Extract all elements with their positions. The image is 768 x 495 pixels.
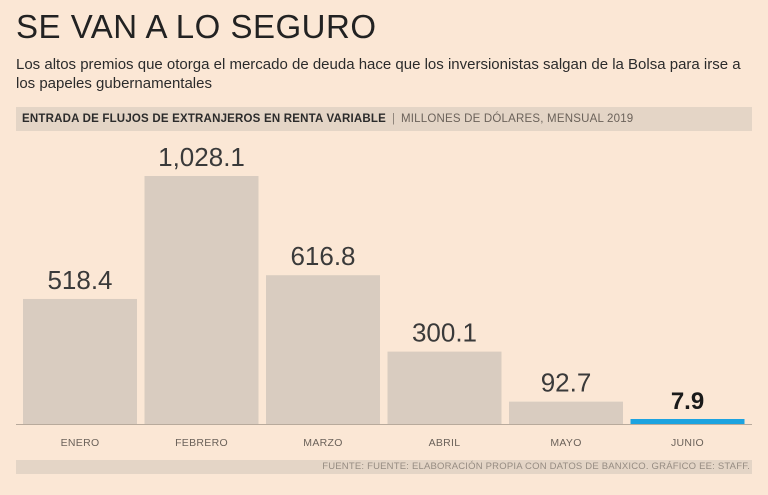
bar-abril (387, 351, 502, 424)
value-label-febrero: 1,028.1 (158, 142, 245, 172)
series-title: ENTRADA DE FLUJOS DE EXTRANJEROS EN RENT… (22, 113, 386, 125)
category-label-febrero: FEBRERO (175, 437, 228, 449)
category-label-junio: JUNIO (671, 437, 704, 449)
chart-subtitle: Los altos premios que otorga el mercado … (16, 56, 741, 92)
unit-label: MILLONES DE DÓLARES, MENSUAL 2019 (400, 113, 634, 125)
bar-mayo (509, 401, 623, 424)
chart-header-band: ENTRADA DE FLUJOS DE EXTRANJEROS EN RENT… (16, 107, 752, 131)
bar-marzo (266, 275, 380, 424)
category-label-abril: ABRIL (429, 437, 461, 449)
header-separator: | (391, 113, 395, 125)
source-text: FUENTE: FUENTE: ELABORACIÓN PROPIA CON D… (322, 461, 750, 472)
value-label-junio: 7.9 (671, 388, 704, 415)
bar-enero (23, 298, 137, 424)
source-footer: FUENTE: FUENTE: ELABORACIÓN PROPIA CON D… (16, 460, 752, 474)
value-label-marzo: 616.8 (290, 241, 355, 271)
category-label-marzo: MARZO (303, 437, 342, 449)
bar-junio (630, 419, 745, 424)
bar-febrero (144, 176, 259, 424)
value-label-abril: 300.1 (412, 318, 477, 348)
chart-title: SE VAN A LO SEGURO (16, 8, 377, 45)
category-label-enero: ENERO (61, 437, 100, 449)
value-label-mayo: 92.7 (541, 368, 592, 398)
category-label-mayo: MAYO (550, 437, 581, 449)
value-label-enero: 518.4 (47, 265, 112, 295)
